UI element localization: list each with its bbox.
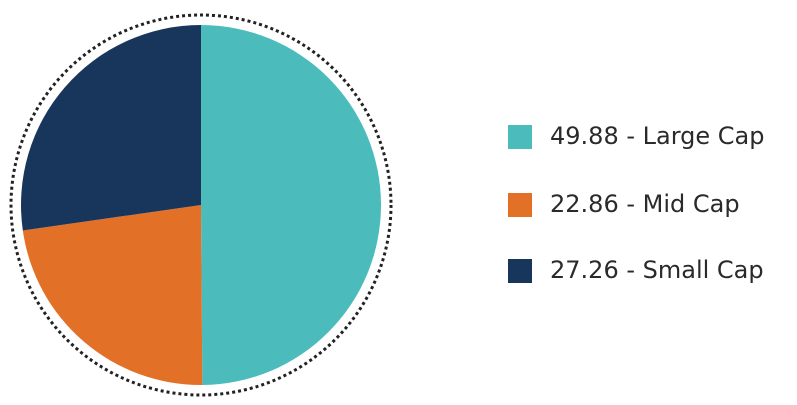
pie-slice — [20, 25, 202, 231]
pie-slice — [201, 25, 382, 385]
legend-label: 27.26 - Small Cap — [550, 256, 764, 284]
pie-slice — [22, 205, 203, 385]
pie-outline — [9, 13, 393, 397]
legend-label: 49.88 - Large Cap — [550, 122, 764, 150]
legend-swatch — [508, 125, 532, 149]
legend-swatch — [508, 193, 532, 217]
legend-label: 22.86 - Mid Cap — [550, 190, 740, 218]
legend-swatch — [508, 259, 532, 283]
